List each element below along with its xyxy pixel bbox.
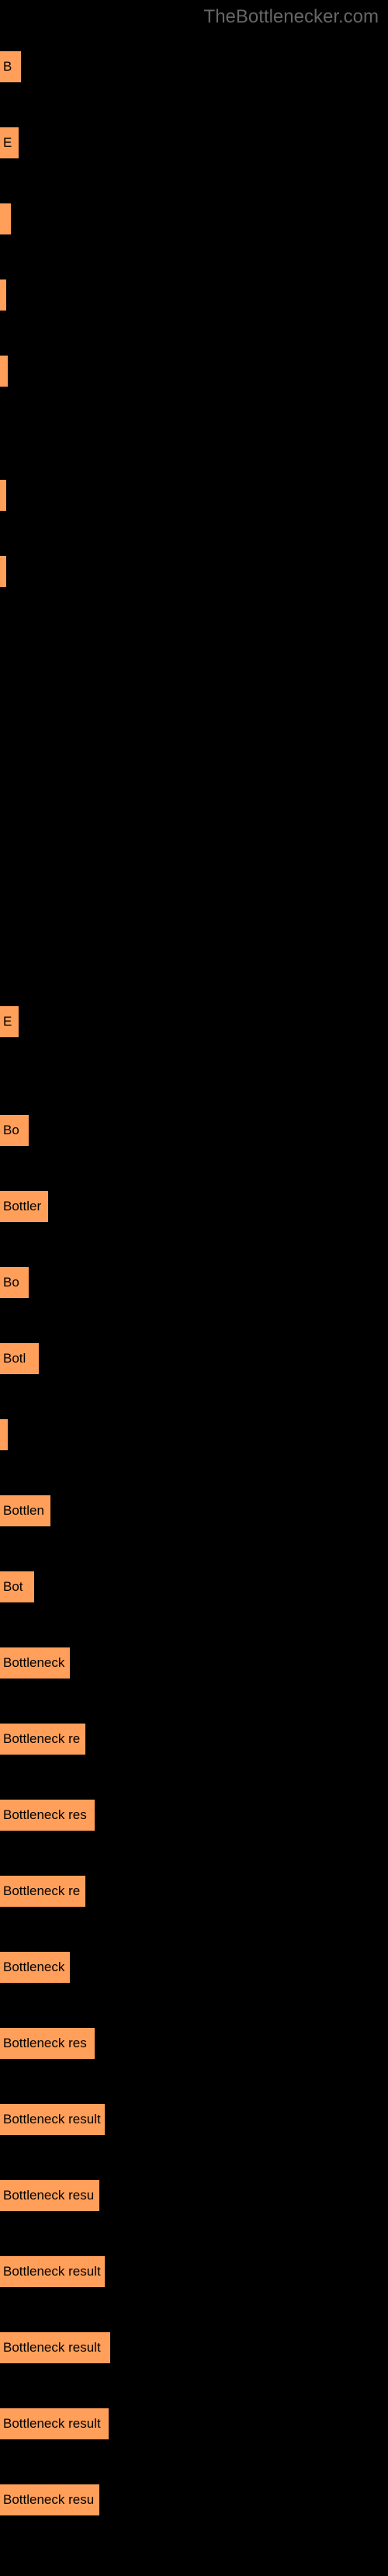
bar-row: B: [0, 51, 388, 82]
bar-row: E: [0, 1006, 388, 1037]
bar-row: Bottlen: [0, 1495, 388, 1526]
bar: Bottleneck resu: [0, 2180, 99, 2211]
bar: Botl: [0, 1343, 39, 1374]
bar-row: [0, 556, 388, 587]
bar-chart: B E E Bo Bottler Bo Botl Bottlen Bot Bottleneck Bo…: [0, 51, 388, 2515]
bar: Bottler: [0, 1191, 48, 1222]
bar: [0, 279, 6, 311]
bar: [0, 356, 8, 387]
bar: Bottlen: [0, 1495, 50, 1526]
bar: Bottleneck re: [0, 1876, 85, 1907]
bar-row: Bottleneck res: [0, 1800, 388, 1831]
bar: [0, 556, 6, 587]
bar: Bottleneck re: [0, 1724, 85, 1755]
bar-row: [0, 1419, 388, 1450]
bar-row: Bottleneck resu: [0, 2180, 388, 2211]
bar-row: [0, 480, 388, 511]
bar-row: [0, 203, 388, 234]
bar-row: Bo: [0, 1267, 388, 1298]
bar: [0, 203, 11, 234]
bar: Bottleneck result: [0, 2408, 109, 2439]
bar: Bottleneck result: [0, 2104, 105, 2135]
bar: Bottleneck res: [0, 2028, 95, 2059]
bar-row: [0, 279, 388, 311]
bar: Bottleneck: [0, 1647, 70, 1679]
bar-row: [0, 356, 388, 387]
bar-row: Bo: [0, 1115, 388, 1146]
bar-row: E: [0, 127, 388, 158]
bar-row: Botl: [0, 1343, 388, 1374]
bar: B: [0, 51, 21, 82]
bar-row: Bottler: [0, 1191, 388, 1222]
bar: Bottleneck: [0, 1952, 70, 1983]
bar: Bottleneck result: [0, 2256, 105, 2287]
bar-row: Bottleneck re: [0, 1724, 388, 1755]
bar-row: Bottleneck result: [0, 2256, 388, 2287]
bar: Bottleneck res: [0, 1800, 95, 1831]
bar: [0, 480, 6, 511]
bar: E: [0, 1006, 19, 1037]
bar-row: Bottleneck res: [0, 2028, 388, 2059]
bar-row: Bottleneck: [0, 1952, 388, 1983]
bar-row: Bottleneck: [0, 1647, 388, 1679]
bar: Bot: [0, 1571, 34, 1602]
watermark-text: TheBottlenecker.com: [0, 0, 388, 28]
bar: [0, 1419, 8, 1450]
bar-row: Bottleneck result: [0, 2104, 388, 2135]
bar-row: Bottleneck result: [0, 2332, 388, 2363]
bar: Bottleneck result: [0, 2332, 110, 2363]
bar: E: [0, 127, 19, 158]
bar: Bottleneck resu: [0, 2484, 99, 2515]
bar-row: Bottleneck result: [0, 2408, 388, 2439]
bar: Bo: [0, 1115, 29, 1146]
bar-row: Bottleneck resu: [0, 2484, 388, 2515]
bar: Bo: [0, 1267, 29, 1298]
bar-row: Bottleneck re: [0, 1876, 388, 1907]
bar-row: Bot: [0, 1571, 388, 1602]
